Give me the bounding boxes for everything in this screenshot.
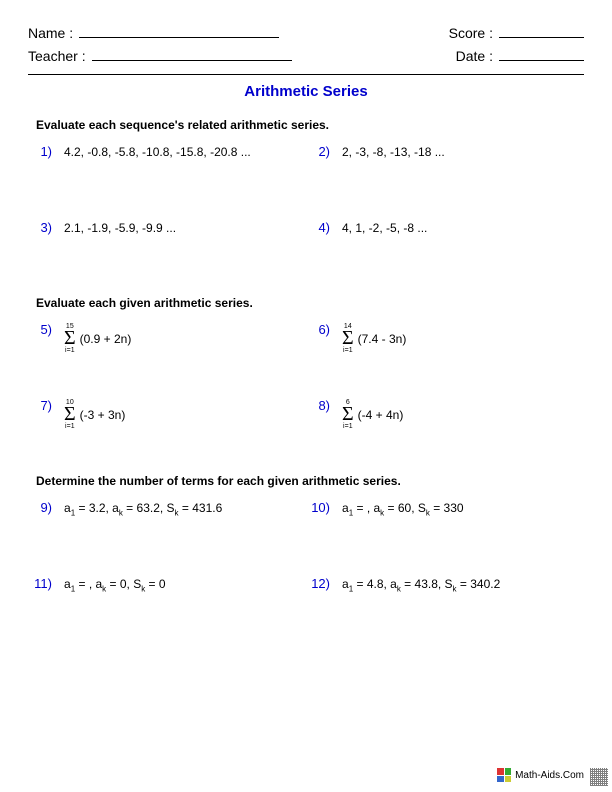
problem: 10)a1 = , ak = 60, Sk = 330 — [306, 500, 584, 520]
problem: 2)2, -3, -8, -13, -18 ... — [306, 144, 584, 164]
problem-content: 6Σi=1 (-4 + 4n) — [342, 398, 584, 430]
date-label: Date : — [456, 48, 493, 64]
name-label: Name : — [28, 25, 73, 41]
problem-number: 7) — [28, 398, 64, 413]
problem: 4)4, 1, -2, -5, -8 ... — [306, 220, 584, 240]
sigma-icon: 15Σi=1 — [64, 323, 76, 354]
section-heading: Evaluate each given arithmetic series. — [36, 296, 584, 310]
date-field: Date : — [456, 47, 584, 64]
problem-number: 5) — [28, 322, 64, 337]
footer-logo-icon — [497, 768, 511, 782]
score-label: Score : — [449, 25, 493, 41]
problem: 11)a1 = , ak = 0, Sk = 0 — [28, 576, 306, 596]
teacher-field: Teacher : — [28, 47, 292, 64]
problem-number: 11) — [28, 576, 64, 591]
problem: 6)14Σi=1 (7.4 - 3n) — [306, 322, 584, 354]
footer: Math-Aids.Com — [497, 768, 584, 782]
problem-content: 10Σi=1 (-3 + 3n) — [64, 398, 306, 430]
name-field: Name : — [28, 24, 279, 41]
problem-number: 1) — [28, 144, 64, 159]
problem-content: 15Σi=1 (0.9 + 2n) — [64, 322, 306, 354]
sigma-expression: (-4 + 4n) — [358, 408, 404, 422]
sigma-icon: 10Σi=1 — [64, 399, 76, 430]
teacher-label: Teacher : — [28, 48, 86, 64]
problem: 12)a1 = 4.8, ak = 43.8, Sk = 340.2 — [306, 576, 584, 596]
date-blank[interactable] — [499, 47, 584, 61]
qr-code-icon — [590, 768, 608, 786]
problem-number: 6) — [306, 322, 342, 337]
problem-content: a1 = 3.2, ak = 63.2, Sk = 431.6 — [64, 500, 306, 517]
problem-content: 4, 1, -2, -5, -8 ... — [342, 220, 584, 235]
score-field: Score : — [449, 24, 584, 41]
sigma-expression: (0.9 + 2n) — [80, 332, 132, 346]
problem-number: 3) — [28, 220, 64, 235]
problem: 5)15Σi=1 (0.9 + 2n) — [28, 322, 306, 354]
problem-number: 12) — [306, 576, 342, 591]
sigma-icon: 6Σi=1 — [342, 399, 354, 430]
problem-content: 14Σi=1 (7.4 - 3n) — [342, 322, 584, 354]
problem-content: a1 = , ak = 0, Sk = 0 — [64, 576, 306, 593]
problem: 9)a1 = 3.2, ak = 63.2, Sk = 431.6 — [28, 500, 306, 520]
problem-number: 10) — [306, 500, 342, 515]
problem: 8)6Σi=1 (-4 + 4n) — [306, 398, 584, 430]
problem-content: 4.2, -0.8, -5.8, -10.8, -15.8, -20.8 ... — [64, 144, 306, 159]
problem-number: 8) — [306, 398, 342, 413]
header-divider — [28, 74, 584, 75]
problem-content: a1 = , ak = 60, Sk = 330 — [342, 500, 584, 517]
problem-number: 9) — [28, 500, 64, 515]
section-heading: Determine the number of terms for each g… — [36, 474, 584, 488]
problem: 7)10Σi=1 (-3 + 3n) — [28, 398, 306, 430]
problem-content: 2, -3, -8, -13, -18 ... — [342, 144, 584, 159]
sigma-icon: 14Σi=1 — [342, 323, 354, 354]
problem: 3)2.1, -1.9, -5.9, -9.9 ... — [28, 220, 306, 240]
section-heading: Evaluate each sequence's related arithme… — [36, 118, 584, 132]
problem-content: 2.1, -1.9, -5.9, -9.9 ... — [64, 220, 306, 235]
footer-site: Math-Aids.Com — [515, 770, 584, 781]
problem-content: a1 = 4.8, ak = 43.8, Sk = 340.2 — [342, 576, 584, 593]
problem-number: 4) — [306, 220, 342, 235]
teacher-blank[interactable] — [92, 47, 292, 61]
page-title: Arithmetic Series — [28, 83, 584, 100]
name-blank[interactable] — [79, 24, 279, 38]
score-blank[interactable] — [499, 24, 584, 38]
sigma-expression: (-3 + 3n) — [80, 408, 126, 422]
problem-number: 2) — [306, 144, 342, 159]
problem: 1)4.2, -0.8, -5.8, -10.8, -15.8, -20.8 .… — [28, 144, 306, 164]
sigma-expression: (7.4 - 3n) — [358, 332, 407, 346]
